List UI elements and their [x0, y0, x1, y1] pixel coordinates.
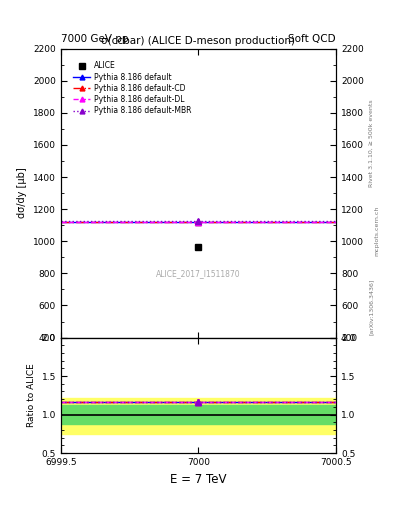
- Text: ALICE_2017_I1511870: ALICE_2017_I1511870: [156, 269, 241, 279]
- Text: Rivet 3.1.10, ≥ 500k events: Rivet 3.1.10, ≥ 500k events: [369, 99, 374, 187]
- Bar: [61, 398, 336, 434]
- Y-axis label: dσ/dy [μb]: dσ/dy [μb]: [18, 168, 28, 219]
- Title: σ(ccbar) (ALICE D-meson production): σ(ccbar) (ALICE D-meson production): [101, 36, 296, 47]
- Y-axis label: Ratio to ALICE: Ratio to ALICE: [27, 364, 36, 427]
- Legend: ALICE, Pythia 8.186 default, Pythia 8.186 default-CD, Pythia 8.186 default-DL, P: ALICE, Pythia 8.186 default, Pythia 8.18…: [70, 58, 195, 118]
- Bar: [61, 406, 336, 424]
- Text: [arXiv:1306.3436]: [arXiv:1306.3436]: [369, 279, 374, 335]
- Text: Soft QCD: Soft QCD: [288, 33, 336, 44]
- X-axis label: E = 7 TeV: E = 7 TeV: [170, 473, 227, 485]
- Text: mcplots.cern.ch: mcplots.cern.ch: [374, 205, 379, 255]
- Text: 7000 GeV pp: 7000 GeV pp: [61, 33, 129, 44]
